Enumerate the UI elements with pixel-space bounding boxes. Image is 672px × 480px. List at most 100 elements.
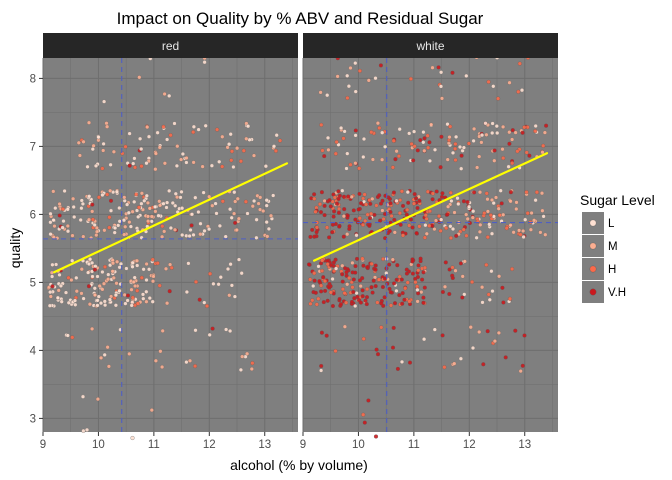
data-point <box>93 163 99 168</box>
data-point <box>342 207 347 212</box>
data-point <box>525 211 530 216</box>
data-point <box>271 193 276 198</box>
data-point <box>421 130 426 135</box>
data-point <box>308 277 313 282</box>
data-point <box>310 227 315 232</box>
data-point <box>261 208 266 214</box>
data-point <box>415 287 420 292</box>
data-point <box>98 301 104 306</box>
data-point <box>399 359 405 364</box>
data-point <box>331 260 336 265</box>
data-point <box>340 272 345 277</box>
data-point <box>421 295 426 300</box>
data-point <box>90 326 95 331</box>
data-point <box>146 134 152 139</box>
data-point <box>415 205 420 211</box>
data-point <box>319 330 324 335</box>
data-point <box>462 292 467 297</box>
data-point <box>172 227 178 232</box>
data-point <box>501 212 506 217</box>
x-tick-label: 10 <box>92 439 105 451</box>
data-point <box>251 153 257 158</box>
data-point <box>407 223 412 228</box>
data-point <box>522 125 527 130</box>
data-point <box>357 166 362 171</box>
data-point <box>330 303 335 309</box>
data-point <box>165 137 170 142</box>
data-point <box>151 274 156 279</box>
data-point <box>213 201 218 206</box>
data-point <box>95 397 100 402</box>
data-point <box>342 291 347 296</box>
data-point <box>96 135 101 140</box>
legend-key-vh <box>589 288 597 296</box>
y-tick-label: 4 <box>30 345 37 357</box>
data-point <box>533 129 538 134</box>
y-tick-label: 3 <box>30 413 36 425</box>
data-point <box>74 289 79 294</box>
data-point <box>103 303 108 308</box>
data-point <box>439 194 445 199</box>
data-point <box>484 132 489 137</box>
data-point <box>458 356 463 361</box>
data-point <box>361 136 367 142</box>
data-point <box>510 137 515 142</box>
data-point <box>521 228 526 234</box>
data-point <box>322 154 327 159</box>
data-point <box>134 192 139 197</box>
data-point <box>450 226 456 232</box>
data-point <box>254 217 259 222</box>
data-point <box>153 358 158 363</box>
data-point <box>308 234 313 239</box>
data-point <box>501 300 506 305</box>
data-point <box>174 163 179 168</box>
data-point <box>333 348 338 354</box>
data-point <box>100 287 105 292</box>
data-point <box>340 287 345 292</box>
data-point <box>380 130 385 135</box>
data-point <box>498 188 503 193</box>
data-point <box>229 149 235 154</box>
data-point <box>361 263 366 268</box>
data-point <box>337 206 342 211</box>
x-tick-label: 9 <box>40 439 46 451</box>
data-point <box>347 275 352 281</box>
data-point <box>94 233 99 238</box>
data-point <box>507 80 512 85</box>
data-point <box>422 148 427 153</box>
data-point <box>380 284 385 290</box>
data-point <box>335 74 340 79</box>
data-point <box>358 201 364 206</box>
data-point <box>453 157 458 163</box>
data-point <box>196 127 201 132</box>
y-tick-label: 8 <box>30 73 36 85</box>
data-point <box>250 204 255 209</box>
data-point <box>122 232 127 237</box>
data-point <box>95 303 100 308</box>
data-point <box>427 158 432 163</box>
data-point <box>430 191 435 196</box>
data-point <box>320 258 325 263</box>
data-point <box>345 95 350 101</box>
data-point <box>165 200 170 205</box>
y-axis-label: quality <box>7 228 23 268</box>
data-point <box>405 207 410 212</box>
data-point <box>336 189 341 194</box>
y-tick-label: 5 <box>30 277 36 289</box>
data-point <box>122 198 127 203</box>
data-point <box>196 209 201 215</box>
data-point <box>522 333 527 338</box>
data-point <box>353 89 358 94</box>
data-point <box>344 270 349 275</box>
data-point <box>48 294 53 299</box>
data-point <box>381 256 386 262</box>
data-point <box>360 294 365 299</box>
data-point <box>210 203 215 208</box>
data-point <box>65 333 70 338</box>
data-point <box>133 283 138 289</box>
data-point <box>442 365 447 370</box>
data-point <box>107 225 112 230</box>
data-point <box>500 285 505 290</box>
facet-strip <box>43 33 298 58</box>
data-point <box>408 217 414 222</box>
